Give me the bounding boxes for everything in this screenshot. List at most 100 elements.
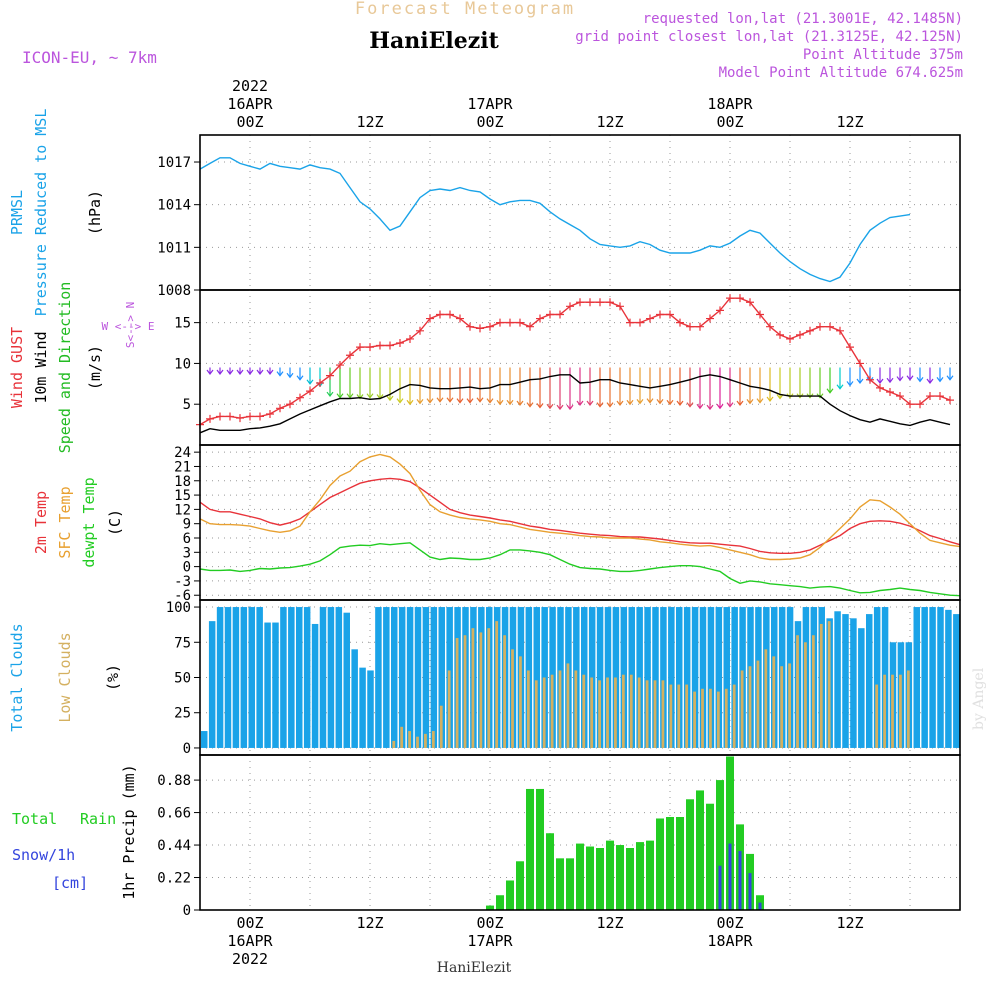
total-cloud-bar: [319, 607, 327, 748]
y-tick-label: 0: [183, 560, 191, 576]
low-cloud-bar: [732, 684, 736, 748]
gust-marker: [296, 393, 304, 402]
total-cloud-bar: [533, 607, 540, 748]
low-cloud-bar: [709, 688, 712, 748]
wind-arrow-head: [646, 398, 654, 404]
precip-frame: [199, 754, 961, 911]
precip-panel: 0 0.22 0.44 0.66 0.88 Total Rain Snow/1h [cm] 1hr…: [12, 754, 961, 919]
gust-marker: [726, 294, 734, 303]
gust-marker: [916, 400, 924, 409]
wind-arrow-head: [896, 376, 904, 382]
gust-marker: [316, 379, 324, 387]
total-cloud-bar: [913, 607, 920, 748]
gust-marker: [796, 330, 804, 339]
credit-watermark: by Angel: [971, 667, 987, 730]
gust-marker: [476, 324, 484, 333]
total-cloud-bar: [929, 607, 936, 748]
wind-arrow-head: [916, 377, 924, 383]
low-cloud-bar: [724, 688, 728, 748]
gust-marker: [886, 387, 894, 396]
gust-marker: [486, 322, 494, 331]
total-cloud-bar: [248, 607, 255, 748]
total-cloud-bar: [240, 607, 248, 748]
gust-marker: [576, 298, 584, 307]
requested-coords: requested lon,lat (21.3001E, 42.1485N): [643, 11, 963, 27]
low-cloud-bar: [756, 660, 760, 748]
wind-arrow-head: [946, 375, 954, 381]
y-tick-label: 1014: [157, 198, 191, 214]
low-cloud-bar: [598, 680, 601, 748]
total-cloud-bar: [699, 607, 707, 748]
gust-marker: [616, 302, 624, 311]
low-cloud-bar: [685, 684, 689, 748]
low-cloud-bar: [621, 674, 625, 748]
y-tick-label: 5: [183, 397, 191, 413]
gust-marker: [596, 298, 604, 307]
low-cloud-bar: [416, 736, 419, 748]
top-time-label: 00Z: [236, 113, 263, 131]
snow-bar: [748, 873, 752, 910]
wind-arrow-head: [386, 395, 394, 402]
wind-arrow-head: [436, 397, 444, 403]
wind-arrow-head: [326, 391, 334, 398]
low-cloud-bar: [439, 705, 443, 748]
y-tick-label: 24: [174, 445, 191, 461]
wind-arrow-head: [726, 402, 734, 408]
gust-marker: [836, 326, 844, 335]
top-time-label: 12Z: [836, 113, 863, 131]
gust-marker: [606, 298, 614, 307]
low-cloud-bar: [677, 684, 681, 748]
wind-arrow-head: [816, 393, 824, 399]
rain-bar: [666, 817, 674, 910]
gust-marker: [746, 298, 754, 307]
panel-label: SFC Temp: [56, 486, 74, 558]
rain-bar: [616, 845, 624, 910]
grid-coords: grid point closest lon,lat (21.3125E, 42…: [575, 29, 963, 45]
wind-arrow-head: [426, 398, 434, 404]
wind-arrow-head: [256, 369, 264, 376]
gust-marker: [756, 310, 764, 319]
top-time-label: 18APR: [707, 95, 753, 113]
y-tick-label: 0: [183, 903, 191, 919]
bottom-time-label: 00Z: [476, 914, 503, 932]
panel-label: 2m Temp: [32, 491, 50, 554]
wind-arrow-head: [756, 398, 764, 404]
y-tick-label: 0: [183, 741, 191, 757]
total-cloud-bar: [438, 607, 445, 748]
wind-arrow-head: [636, 399, 644, 405]
gust-marker: [556, 310, 564, 319]
compass-legend: S<--> NW <--> E: [102, 302, 155, 348]
low-cloud-bar: [906, 670, 910, 748]
wind-panel: 5 10 15 Wind GUST 10m Wind Speed and Directio…: [8, 282, 961, 453]
total-cloud-bar: [707, 607, 715, 748]
bottom-time-label: 12Z: [356, 914, 383, 932]
gust-marker: [456, 314, 464, 323]
gust-marker: [416, 326, 424, 335]
gust-marker: [206, 414, 214, 423]
gust-marker: [256, 412, 264, 421]
low-cloud-bar: [582, 674, 586, 748]
total-cloud-bar: [414, 607, 422, 748]
footer-station: HaniElezit: [437, 960, 512, 976]
wind-arrow-head: [876, 378, 884, 384]
compass-ns: S<--> N: [124, 302, 137, 348]
top-time-label: 12Z: [596, 113, 623, 131]
gust-marker: [536, 314, 544, 323]
total-cloud-bar: [921, 607, 928, 748]
total-cloud-bar: [596, 607, 604, 748]
low-cloud-bar: [614, 677, 617, 748]
total-cloud-bar: [367, 670, 374, 748]
gust-marker: [506, 318, 514, 327]
gust-marker: [806, 326, 814, 335]
rain-bar: [676, 817, 684, 910]
total-cloud-bar: [731, 607, 738, 748]
total-cloud-bar: [652, 607, 659, 748]
prmsl-line: [199, 157, 911, 283]
low-cloud-bar: [701, 688, 704, 748]
rain-bar: [716, 780, 724, 910]
low-cloud-bar: [653, 680, 657, 748]
total-cloud-bar: [208, 621, 216, 748]
wind-arrow-head: [506, 399, 514, 406]
total-cloud-bar: [715, 607, 723, 748]
